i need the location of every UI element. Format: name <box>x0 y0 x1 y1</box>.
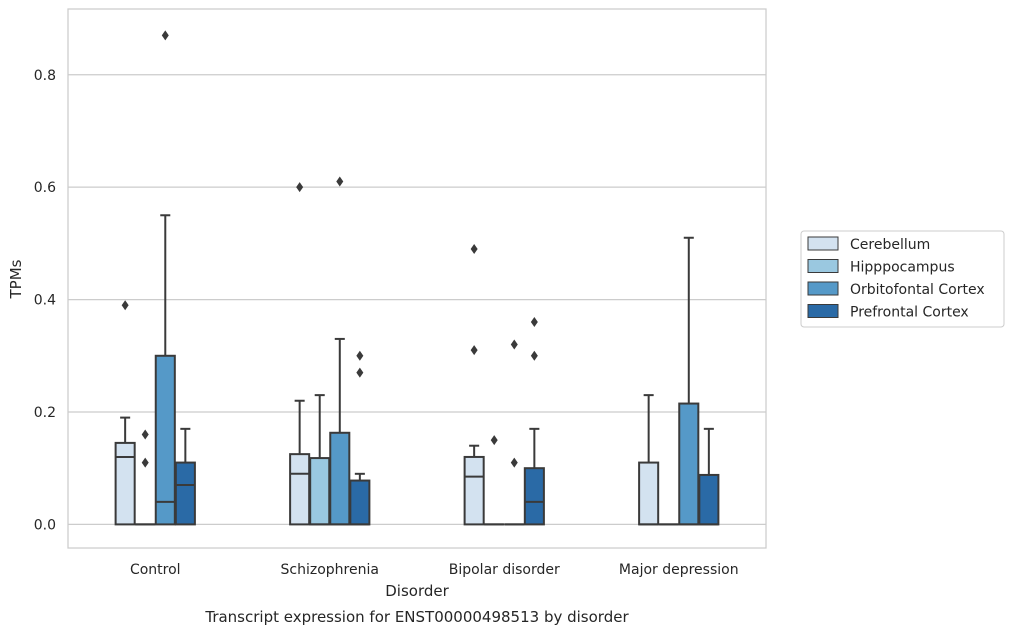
box-cerebellum <box>638 394 660 526</box>
y-tick-label: 0.2 <box>34 405 56 421</box>
legend-label: Hipppocampus <box>850 260 955 276</box>
box-hipppocampus <box>135 429 156 526</box>
box-cerebellum <box>114 300 136 526</box>
legend: Cerebellum Hipppocampus Orbitofontal Corte… <box>800 230 1005 328</box>
box-prefrontal-cortex <box>698 427 720 526</box>
legend-swatch <box>807 259 839 273</box>
legend-swatch <box>807 236 839 251</box>
outlier-point <box>356 367 364 378</box>
plot-frame <box>67 8 767 549</box>
x-tick-label: Major depression <box>619 562 739 578</box>
box-body <box>698 473 720 526</box>
outlier-point <box>530 317 538 328</box>
legend-swatch <box>807 281 839 296</box>
box-body <box>349 479 371 526</box>
legend-label: Cerebellum <box>850 237 930 253</box>
box-body <box>154 354 176 526</box>
box-body <box>114 441 136 526</box>
box-prefrontal-cortex <box>349 350 371 526</box>
box-orbitofontal-cortex <box>504 339 525 526</box>
chart-caption: Transcript expression for ENST0000049851… <box>204 608 629 626</box>
outlier-point <box>161 30 169 41</box>
outlier-point <box>141 457 149 468</box>
legend-swatch <box>807 304 839 318</box>
box-orbitofontal-cortex <box>154 30 176 526</box>
legend-label: Prefrontal Cortex <box>850 305 969 321</box>
box-body <box>678 402 700 526</box>
x-tick-label: Bipolar disorder <box>449 562 560 578</box>
box-cerebellum <box>463 243 485 526</box>
y-tick-label: 0.6 <box>34 180 56 196</box>
outlier-point <box>490 435 498 446</box>
outlier-point <box>356 350 364 361</box>
outlier-point <box>510 339 518 350</box>
box-body <box>463 455 485 526</box>
box-body <box>174 461 196 526</box>
y-tick-label: 0.8 <box>34 68 56 84</box>
outlier-point <box>141 429 149 440</box>
box-prefrontal-cortex <box>523 317 545 526</box>
box-body <box>289 453 311 526</box>
outlier-point <box>296 182 304 193</box>
x-axis-label: Disorder <box>385 582 449 600</box>
box-hipppocampus <box>484 435 505 526</box>
y-axis-label: TPMs <box>7 259 25 299</box>
box-body <box>638 461 660 526</box>
outlier-point <box>530 350 538 361</box>
y-tick-label: 0.4 <box>34 293 56 309</box>
y-tick-label: 0.0 <box>34 517 56 533</box>
legend-label: Orbitofontal Cortex <box>850 282 985 298</box>
box-prefrontal-cortex <box>174 427 196 526</box>
box-cerebellum <box>289 182 311 526</box>
outlier-point <box>470 345 478 356</box>
outlier-point <box>121 300 129 311</box>
box-body <box>309 457 331 526</box>
box-orbitofontal-cortex <box>329 176 351 526</box>
outlier-point <box>470 243 478 254</box>
x-axis-ticks: Control Schizophrenia Bipolar disorder Majo… <box>130 562 739 578</box>
outlier-point <box>510 457 518 468</box>
x-tick-label: Control <box>130 562 181 578</box>
legend-frame <box>800 230 1005 328</box>
box-hipppocampus <box>309 394 331 526</box>
box-orbitofontal-cortex <box>678 236 700 526</box>
x-tick-label: Schizophrenia <box>281 562 379 578</box>
outlier-point <box>336 176 344 187</box>
box-body <box>523 467 545 526</box>
y-axis-ticks: 0.0 0.2 0.4 0.6 0.8 <box>34 68 56 534</box>
box-body <box>329 431 351 526</box>
box-plot-marks <box>114 30 720 526</box>
